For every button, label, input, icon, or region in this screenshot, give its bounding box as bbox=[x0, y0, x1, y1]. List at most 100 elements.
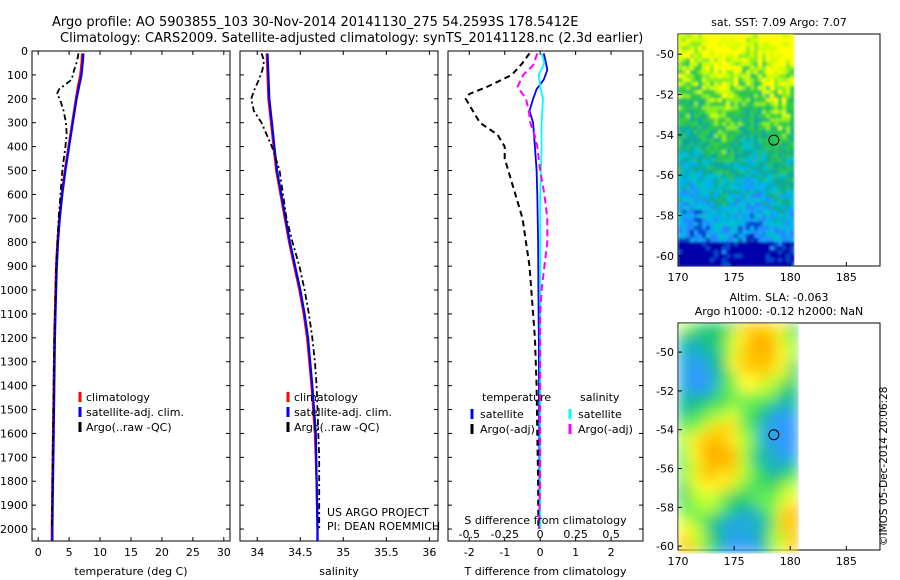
data-cell bbox=[766, 82, 771, 87]
data-cell bbox=[706, 238, 711, 243]
data-cell bbox=[726, 182, 731, 187]
data-cell bbox=[778, 242, 783, 247]
data-cell bbox=[706, 242, 711, 247]
data-cell bbox=[786, 50, 791, 55]
data-cell bbox=[714, 46, 719, 51]
data-cell bbox=[710, 118, 715, 123]
data-cell bbox=[686, 78, 691, 83]
data-cell bbox=[762, 174, 767, 179]
data-cell bbox=[694, 174, 699, 179]
data-cell bbox=[738, 353, 749, 364]
data-cell bbox=[718, 353, 729, 364]
data-cell bbox=[786, 142, 791, 147]
data-cell bbox=[758, 126, 763, 131]
data-cell bbox=[738, 226, 743, 231]
data-cell bbox=[790, 258, 795, 263]
data-cell bbox=[708, 483, 719, 494]
data-cell bbox=[754, 170, 759, 175]
data-cell bbox=[746, 154, 751, 159]
data-cell bbox=[778, 234, 783, 239]
data-cell bbox=[730, 238, 735, 243]
data-cell bbox=[746, 110, 751, 115]
data-cell bbox=[718, 333, 729, 344]
data-cell bbox=[786, 34, 791, 39]
data-cell bbox=[738, 122, 743, 127]
data-cell bbox=[766, 214, 771, 219]
header-line-2: Climatology: CARS2009. Satellite-adjuste… bbox=[60, 31, 643, 46]
data-cell bbox=[748, 333, 759, 344]
data-cell bbox=[730, 66, 735, 71]
data-cell bbox=[678, 238, 683, 243]
data-cell bbox=[730, 158, 735, 163]
data-cell bbox=[738, 82, 743, 87]
data-cell bbox=[728, 443, 739, 454]
data-cell bbox=[750, 38, 755, 43]
data-cell bbox=[730, 46, 735, 51]
data-cell bbox=[782, 194, 787, 199]
data-cell bbox=[702, 62, 707, 67]
data-cell bbox=[714, 198, 719, 203]
data-cell bbox=[754, 262, 759, 267]
data-cell bbox=[714, 150, 719, 155]
data-cell bbox=[710, 226, 715, 231]
data-cell bbox=[690, 246, 695, 251]
data-cell bbox=[790, 178, 795, 183]
data-cell bbox=[708, 323, 719, 334]
data-cell bbox=[746, 226, 751, 231]
data-cell bbox=[706, 214, 711, 219]
data-cell bbox=[742, 198, 747, 203]
data-cell bbox=[730, 174, 735, 179]
data-cell bbox=[706, 94, 711, 99]
data-cell bbox=[714, 134, 719, 139]
data-cell bbox=[702, 102, 707, 107]
data-cell bbox=[682, 170, 687, 175]
depth-tick-label: 1800 bbox=[0, 475, 28, 488]
legend-label: satellite bbox=[578, 408, 622, 421]
data-cell bbox=[734, 114, 739, 119]
data-cell bbox=[682, 262, 687, 267]
data-cell bbox=[678, 230, 683, 235]
data-cell bbox=[782, 230, 787, 235]
data-cell bbox=[698, 503, 709, 514]
data-cell bbox=[682, 258, 687, 263]
data-cell bbox=[786, 110, 791, 115]
data-cell bbox=[710, 182, 715, 187]
data-cell bbox=[750, 246, 755, 251]
data-cell bbox=[706, 114, 711, 119]
data-cell bbox=[678, 202, 683, 207]
data-cell bbox=[746, 46, 751, 51]
data-cell bbox=[754, 114, 759, 119]
data-cell bbox=[774, 114, 779, 119]
data-cell bbox=[678, 118, 683, 123]
data-cell bbox=[730, 98, 735, 103]
data-cell bbox=[682, 166, 687, 171]
data-cell bbox=[714, 70, 719, 75]
data-cell bbox=[790, 74, 795, 79]
data-cell bbox=[786, 38, 791, 43]
data-cell bbox=[738, 393, 749, 404]
data-cell bbox=[678, 218, 683, 223]
data-cell bbox=[762, 254, 767, 259]
data-cell bbox=[694, 106, 699, 111]
data-cell bbox=[706, 34, 711, 39]
data-cell bbox=[694, 66, 699, 71]
data-cell bbox=[734, 146, 739, 151]
data-cell bbox=[766, 50, 771, 55]
data-cell bbox=[694, 154, 699, 159]
data-cell bbox=[762, 94, 767, 99]
data-cell bbox=[746, 262, 751, 267]
data-cell bbox=[742, 90, 747, 95]
top-axis-tick-label: 0 bbox=[537, 528, 544, 541]
data-cell bbox=[710, 178, 715, 183]
data-cell bbox=[710, 86, 715, 91]
data-cell bbox=[770, 46, 775, 51]
data-cell bbox=[718, 413, 729, 424]
data-cell bbox=[690, 58, 695, 63]
data-cell bbox=[718, 182, 723, 187]
data-cell bbox=[706, 262, 711, 267]
data-cell bbox=[766, 258, 771, 263]
data-cell bbox=[726, 158, 731, 163]
data-cell bbox=[750, 34, 755, 39]
data-cell bbox=[786, 198, 791, 203]
series-line-2 bbox=[250, 53, 321, 529]
